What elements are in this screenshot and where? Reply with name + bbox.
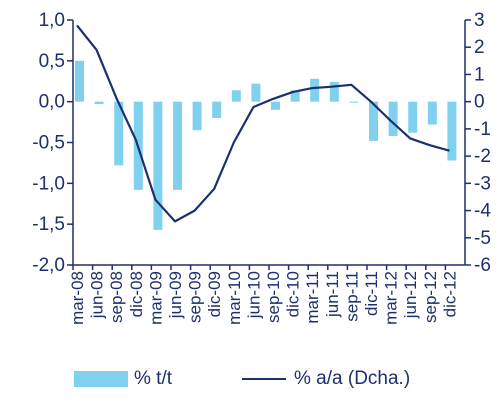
left-tick-label: -0,5 <box>32 133 65 154</box>
bar-sep-12 <box>427 101 437 125</box>
bar-mar-09 <box>153 101 163 230</box>
right-tick-label: -3 <box>474 173 491 194</box>
x-tick-label: dic-08 <box>127 271 146 317</box>
right-tick-label: -1 <box>474 119 491 140</box>
right-tick-label: -6 <box>474 255 491 276</box>
right-tick-label: -2 <box>474 146 491 167</box>
bar-sep-08 <box>114 101 124 166</box>
left-tick-label: 0,0 <box>39 92 65 113</box>
bar-jun-08 <box>94 101 104 105</box>
right-tick-label: -4 <box>474 201 491 222</box>
bar-jun-11 <box>329 82 339 102</box>
legend-line-swatch <box>242 378 286 380</box>
x-tick-label: jun-11 <box>323 271 342 318</box>
x-tick-label: mar-11 <box>303 271 322 324</box>
bar-mar-08 <box>75 60 84 102</box>
x-tick-label: mar-08 <box>68 271 87 325</box>
left-tick-label: -1,0 <box>32 173 65 194</box>
x-tick-label: mar-09 <box>146 271 165 325</box>
left-tick-label: 0,5 <box>39 51 65 72</box>
line-series <box>76 24 450 223</box>
x-tick-label: dic-09 <box>205 271 224 317</box>
left-tick-label: -1,5 <box>32 214 65 235</box>
bar-mar-11 <box>310 78 320 102</box>
left-tick-label: 1,0 <box>39 10 65 31</box>
x-tick-label: jun-09 <box>166 271 185 319</box>
bar-dic-12 <box>447 101 457 161</box>
x-tick-label: dic-10 <box>284 271 303 317</box>
bar-jun-09 <box>173 101 182 190</box>
bar-mar-12 <box>388 101 398 136</box>
x-tick-label: dic-12 <box>440 271 459 317</box>
bar-dic-10 <box>290 90 300 102</box>
x-tick-label: sep-11 <box>342 271 361 322</box>
bar-mar-10 <box>231 90 241 102</box>
legend-bar-swatch <box>74 371 128 387</box>
bar-dic-11 <box>369 101 378 141</box>
line-series-path <box>76 24 450 223</box>
x-tick-label: dic-11 <box>362 271 381 316</box>
legend-label-bars: % t/t <box>134 368 173 389</box>
x-tick-label: mar-12 <box>382 271 401 325</box>
axes <box>72 20 466 266</box>
x-tick-label: sep-12 <box>421 271 440 323</box>
x-tick-label: sep-08 <box>107 271 126 323</box>
right-tick-label: 1 <box>474 64 485 85</box>
x-tick-label: jun-08 <box>88 271 107 319</box>
bar-sep-09 <box>192 101 202 131</box>
left-axis-ticks: 1,0 0,5 0,0 -0,5 -1,0 -1,5 -2,0 <box>32 10 73 276</box>
bar-sep-11 <box>349 101 359 103</box>
legend-item-bars: % t/t <box>74 368 172 390</box>
x-tick-label: mar-10 <box>225 271 244 325</box>
right-tick-label: 3 <box>474 10 485 31</box>
combo-chart: 1,0 0,5 0,0 -0,5 -1,0 -1,5 -2,0 3 2 1 0 -1 -2 -3 -4 -5… <box>32 10 491 325</box>
x-tick-label: sep-10 <box>264 271 283 323</box>
bar-jun-12 <box>408 101 418 133</box>
left-tick-label: -2,0 <box>32 255 65 276</box>
x-axis-ticks: mar-08 jun-08 sep-08 dic-08 mar-09 jun-09 sep-… <box>68 265 459 325</box>
legend-item-line: % a/a (Dcha.) <box>242 368 410 390</box>
right-tick-label: -5 <box>474 228 491 249</box>
x-tick-label: jun-12 <box>401 271 420 319</box>
legend-label-line: % a/a (Dcha.) <box>294 368 411 389</box>
bar-jun-10 <box>251 83 261 102</box>
right-tick-label: 0 <box>474 92 485 113</box>
x-tick-label: jun-10 <box>244 271 263 319</box>
right-tick-label: 2 <box>474 37 485 58</box>
bar-sep-10 <box>271 101 280 110</box>
legend: % t/t % a/a (Dcha.) <box>0 368 504 404</box>
right-axis-ticks: 3 2 1 0 -1 -2 -3 -4 -5 -6 <box>465 10 491 276</box>
x-tick-label: sep-09 <box>186 271 205 323</box>
bar-dic-09 <box>212 101 222 118</box>
bar-series <box>75 60 457 230</box>
